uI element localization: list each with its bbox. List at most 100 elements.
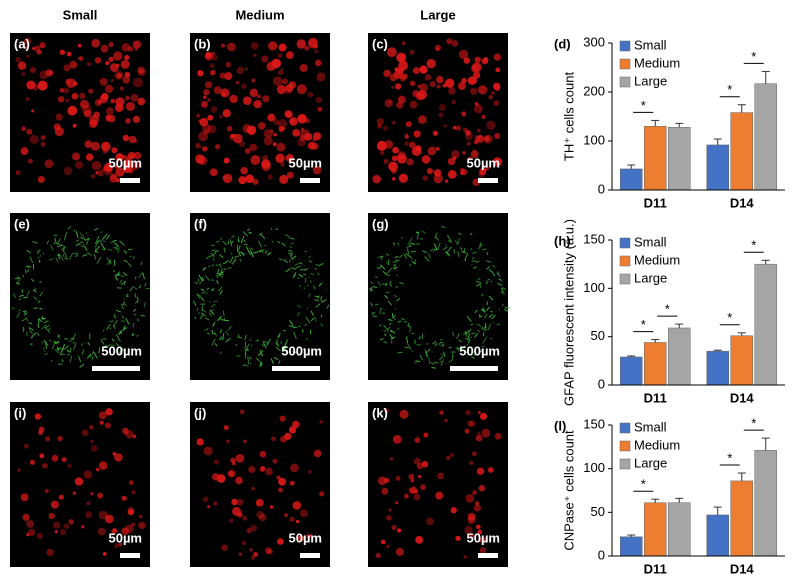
fiber bbox=[460, 247, 463, 250]
cell bbox=[397, 151, 406, 160]
cell bbox=[133, 138, 138, 144]
fiber bbox=[258, 232, 263, 236]
cell bbox=[63, 166, 73, 176]
fiber bbox=[114, 276, 118, 281]
fiber bbox=[242, 364, 245, 367]
cell bbox=[129, 480, 134, 485]
cell bbox=[470, 150, 479, 159]
fiber bbox=[29, 327, 34, 331]
fiber bbox=[246, 228, 251, 232]
cell bbox=[44, 159, 54, 168]
fiber bbox=[443, 246, 448, 251]
fiber bbox=[105, 234, 111, 240]
x-tick-label: D11 bbox=[644, 561, 667, 576]
legend-label: Small bbox=[634, 37, 667, 52]
x-tick-label: D14 bbox=[730, 561, 755, 576]
cell bbox=[401, 41, 406, 45]
fiber bbox=[314, 267, 317, 270]
fiber bbox=[44, 327, 51, 334]
fiber bbox=[50, 244, 54, 251]
column-header: Small bbox=[63, 7, 98, 22]
fiber bbox=[221, 273, 224, 276]
cell bbox=[90, 444, 98, 452]
cell bbox=[133, 151, 142, 160]
fiber bbox=[244, 334, 247, 341]
cell bbox=[296, 39, 306, 49]
fiber bbox=[383, 333, 387, 337]
fiber bbox=[262, 341, 267, 349]
cell bbox=[406, 158, 414, 166]
fiber bbox=[133, 313, 137, 316]
micrograph-texture bbox=[11, 225, 151, 368]
scale-bar bbox=[450, 366, 498, 371]
cell bbox=[210, 69, 216, 76]
cell bbox=[26, 520, 34, 528]
cell bbox=[241, 540, 247, 546]
fiber bbox=[393, 264, 397, 267]
fiber bbox=[41, 324, 47, 330]
fiber bbox=[38, 318, 43, 323]
cell bbox=[224, 72, 233, 81]
cell bbox=[492, 537, 496, 542]
fiber bbox=[483, 328, 488, 331]
fiber bbox=[501, 288, 504, 294]
fiber bbox=[378, 265, 382, 270]
fiber bbox=[464, 351, 468, 354]
cell bbox=[258, 122, 266, 130]
cell bbox=[229, 94, 238, 104]
fiber bbox=[481, 326, 488, 330]
fiber bbox=[255, 357, 259, 361]
cell bbox=[439, 410, 444, 415]
significance-label: * bbox=[751, 416, 756, 431]
error-bar bbox=[761, 259, 770, 265]
cell bbox=[125, 101, 135, 111]
cell bbox=[405, 121, 412, 128]
fiber bbox=[497, 323, 501, 326]
cell bbox=[467, 516, 476, 524]
fiber bbox=[91, 355, 94, 361]
fiber bbox=[260, 362, 263, 367]
fiber bbox=[409, 263, 411, 267]
fiber bbox=[82, 253, 88, 257]
fiber bbox=[320, 314, 323, 318]
cell bbox=[398, 173, 408, 183]
fiber bbox=[392, 242, 396, 246]
cell bbox=[203, 446, 213, 456]
fiber bbox=[199, 314, 204, 320]
fiber bbox=[240, 235, 245, 244]
fiber bbox=[22, 310, 26, 313]
fiber bbox=[289, 259, 291, 263]
fiber bbox=[198, 274, 203, 282]
fiber bbox=[100, 240, 103, 243]
cell bbox=[221, 544, 228, 551]
cell bbox=[236, 498, 244, 506]
cell bbox=[202, 496, 209, 503]
micrograph-texture bbox=[17, 408, 146, 557]
fiber bbox=[234, 255, 240, 259]
cell bbox=[435, 47, 440, 51]
fiber bbox=[209, 301, 211, 303]
cell bbox=[252, 178, 259, 185]
cell bbox=[208, 125, 217, 134]
fiber bbox=[460, 250, 467, 254]
cell bbox=[396, 528, 402, 533]
cell bbox=[390, 457, 394, 461]
micrograph-texture bbox=[375, 408, 502, 559]
fiber bbox=[308, 276, 310, 279]
fiber bbox=[309, 255, 312, 258]
cell bbox=[484, 135, 490, 142]
fiber bbox=[32, 288, 37, 292]
cell bbox=[427, 146, 437, 156]
legend-label: Small bbox=[634, 419, 667, 434]
fiber bbox=[252, 251, 258, 254]
fiber bbox=[101, 233, 108, 241]
fiber bbox=[406, 244, 412, 249]
cell bbox=[413, 457, 421, 465]
fiber bbox=[315, 303, 321, 308]
panel-label: (e) bbox=[14, 216, 30, 231]
fiber bbox=[464, 252, 469, 260]
cell bbox=[286, 51, 294, 60]
cell bbox=[101, 167, 107, 172]
cell bbox=[481, 57, 489, 65]
y-axis-label: GFAP fluorescent intensity (a.u.) bbox=[561, 219, 576, 406]
